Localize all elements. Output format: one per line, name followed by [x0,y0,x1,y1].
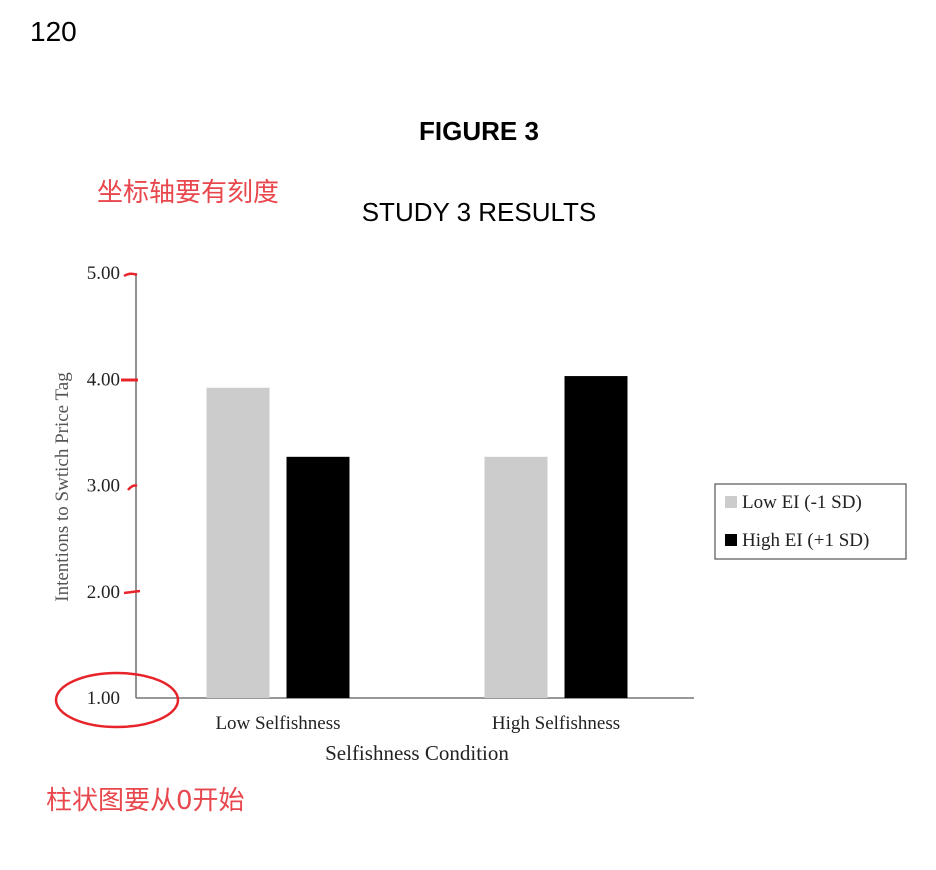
annotation-circle [54,671,180,729]
annotation-tick-mark-5 [123,272,138,278]
y-tick-label: 3.00 [87,476,120,497]
y-tick-label: 1.00 [87,688,120,709]
legend-swatch [725,496,737,508]
legend-label: High EI (+1 SD) [742,530,869,551]
annotation-bottom-note: 柱状图要从0开始 [46,786,245,816]
bar [206,387,270,698]
y-tick-label: 4.00 [87,369,120,390]
legend-swatch [725,534,737,546]
legend-box [714,483,907,560]
page-number: 120 [30,16,77,47]
chart-title: STUDY 3 RESULTS [361,197,597,227]
annotation-tick-mark-3 [127,484,138,491]
x-tick-label: Low Selfishness [215,713,340,734]
bar [564,376,628,698]
figure-label: FIGURE 3 [419,116,539,146]
x-axis-label: Selfishness Condition [325,741,509,765]
legend-label: Low EI (-1 SD) [742,492,862,513]
bar [286,456,350,698]
x-tick-labels: Low Selfishness High Selfishness [215,713,620,734]
y-axis-label: Intentions to Swtich Price Tag [52,372,73,602]
y-tick-labels: 5.00 4.00 3.00 2.00 1.00 [87,263,120,709]
x-tick-label: High Selfishness [492,713,620,734]
annotation-marks [54,272,180,729]
y-tick-label: 2.00 [87,582,120,603]
y-tick-label: 5.00 [87,263,120,284]
bar [484,456,548,698]
annotation-tick-mark-2 [123,589,141,595]
legend: Low EI (-1 SD) High EI (+1 SD) [714,483,907,560]
bars [206,376,628,698]
annotation-top-note: 坐标轴要有刻度 [97,178,280,208]
